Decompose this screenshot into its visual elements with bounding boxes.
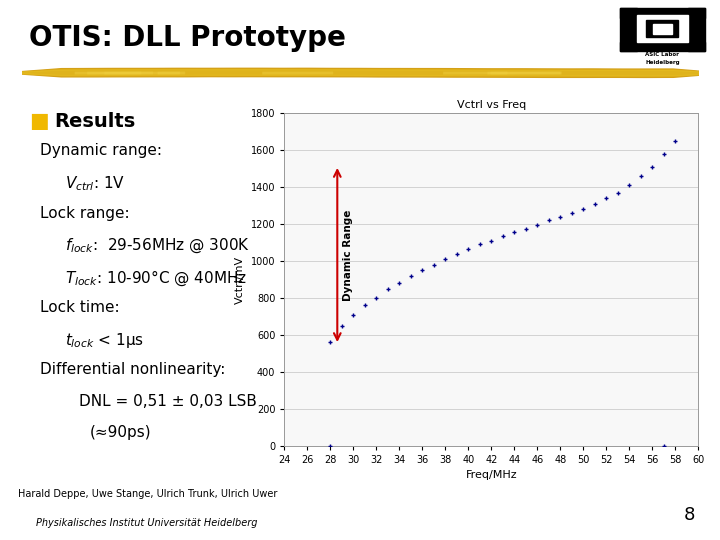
Bar (621, 9, 704, 51)
Text: ■: ■ (29, 111, 48, 131)
Point (520, 225, 531, 233)
Point (382, 285, 394, 293)
Text: $T_{lock}$: 10-90°C @ 40MHz: $T_{lock}$: 10-90°C @ 40MHz (65, 268, 247, 288)
Text: DNL = 0,51 ± 0,03 LSB: DNL = 0,51 ± 0,03 LSB (79, 394, 257, 409)
Text: Physikalisches Institut Universität Heidelberg: Physikalisches Institut Universität Heid… (37, 518, 258, 528)
Point (497, 232, 508, 240)
Text: Heidelberg: Heidelberg (645, 60, 680, 65)
Point (325, 338, 336, 347)
Point (577, 205, 589, 214)
Y-axis label: Vctrl/mV: Vctrl/mV (235, 255, 246, 303)
Point (543, 216, 554, 225)
Bar (653, 24, 672, 33)
Point (600, 194, 612, 202)
Point (405, 272, 417, 280)
Point (371, 294, 382, 302)
Point (612, 188, 624, 197)
Point (474, 240, 486, 249)
Point (336, 321, 348, 330)
Text: $t_{lock}$ < 1μs: $t_{lock}$ < 1μs (65, 331, 144, 350)
X-axis label: Freq/MHz: Freq/MHz (466, 470, 517, 480)
Bar (621, 9, 704, 18)
Text: Harald Deppe, Uwe Stange, Ulrich Trunk, Ulrich Uwer: Harald Deppe, Uwe Stange, Ulrich Trunk, … (17, 489, 277, 500)
Text: 8: 8 (683, 506, 695, 524)
Text: Dynamic range:: Dynamic range: (40, 143, 161, 158)
Bar (647, 20, 678, 37)
Title: Vctrl vs Freq: Vctrl vs Freq (456, 100, 526, 110)
Bar (637, 15, 688, 42)
Point (658, 150, 670, 158)
Bar (688, 9, 704, 51)
Point (624, 181, 635, 190)
Text: OTIS: DLL Prototype: OTIS: DLL Prototype (29, 24, 346, 52)
Point (417, 266, 428, 274)
Point (589, 199, 600, 208)
Point (325, 441, 336, 450)
Text: (≈90ps): (≈90ps) (90, 425, 152, 440)
Text: Results: Results (54, 112, 135, 131)
Point (440, 255, 451, 264)
Text: Differential nonlinearity:: Differential nonlinearity: (40, 362, 225, 377)
Point (566, 208, 577, 217)
Point (635, 172, 647, 180)
Point (531, 221, 543, 230)
Point (554, 212, 566, 221)
Text: $f_{lock}$:  29-56MHz @ 300K: $f_{lock}$: 29-56MHz @ 300K (65, 237, 250, 255)
Point (359, 301, 371, 309)
Point (428, 260, 440, 269)
Text: Dynamic Range: Dynamic Range (343, 210, 353, 301)
Point (670, 137, 681, 145)
Text: ASIC Labor: ASIC Labor (645, 52, 680, 57)
Point (647, 163, 658, 171)
Point (348, 310, 359, 319)
Point (394, 279, 405, 287)
Bar (621, 9, 637, 51)
Point (508, 228, 520, 237)
Point (658, 441, 670, 450)
Point (451, 249, 463, 258)
Text: Lock range:: Lock range: (40, 206, 129, 221)
Point (486, 237, 498, 245)
Text: Lock time:: Lock time: (40, 300, 120, 315)
Point (463, 245, 474, 253)
Text: $V_{ctrl}$: 1V: $V_{ctrl}$: 1V (65, 174, 125, 193)
Bar (621, 42, 704, 51)
